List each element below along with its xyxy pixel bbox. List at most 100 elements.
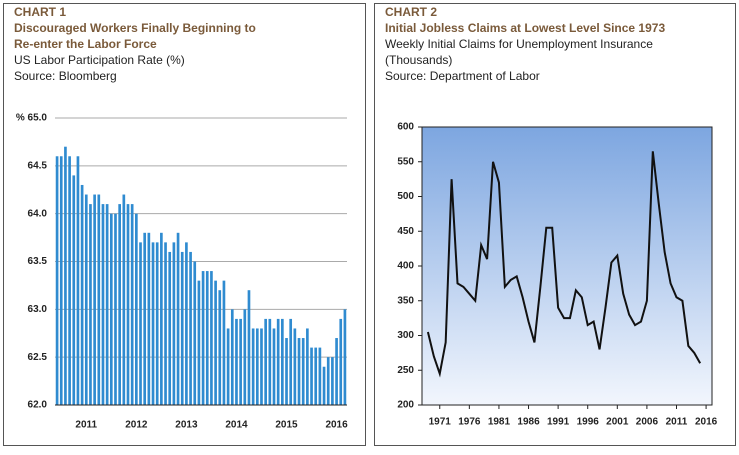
y-tick-label: 64.0 <box>28 208 48 219</box>
y-tick-label: 500 <box>397 191 414 202</box>
bar <box>226 328 230 405</box>
bar <box>55 156 59 405</box>
bar <box>268 318 272 405</box>
y-tick-label: 600 <box>397 122 414 133</box>
bar <box>135 213 138 405</box>
bar <box>197 280 201 405</box>
chart-subtitle: US Labor Participation Rate (%) <box>14 53 185 67</box>
chart-title: Re-enter the Labor Force <box>14 37 157 51</box>
bar <box>306 328 309 405</box>
plot-area <box>421 126 713 406</box>
bar <box>326 357 330 405</box>
bar <box>72 175 76 405</box>
chart-title: Initial Jobless Claims at Lowest Level S… <box>385 21 665 35</box>
bar <box>80 184 84 405</box>
bar <box>289 318 293 405</box>
bar <box>297 338 301 405</box>
chart-subtitle: (Thousands) <box>385 53 452 67</box>
bar <box>105 204 109 405</box>
bar <box>239 318 242 405</box>
bar <box>301 338 305 405</box>
bar <box>331 357 334 405</box>
bar <box>281 318 284 405</box>
y-tick-label: 200 <box>397 400 414 411</box>
x-tick-label: 2011 <box>75 420 97 431</box>
bar <box>147 232 151 405</box>
y-tick-label: 350 <box>397 295 414 306</box>
x-tick-label: 2013 <box>175 420 198 431</box>
y-tick-label: 63.5 <box>28 256 48 267</box>
y-tick-label: 64.5 <box>28 160 48 171</box>
x-tick-label: 1971 <box>429 417 452 428</box>
x-tick-label: 2006 <box>636 417 659 428</box>
bar <box>189 251 192 405</box>
bar <box>164 242 167 405</box>
bar <box>176 232 180 405</box>
bar <box>185 242 188 405</box>
x-tick-label: 2016 <box>695 417 718 428</box>
x-tick-label: 1996 <box>577 417 600 428</box>
chart-subtitle: Weekly Initial Claims for Unemployment I… <box>385 37 653 51</box>
bar <box>160 232 163 405</box>
bar <box>230 309 234 405</box>
bar <box>264 318 267 405</box>
x-tick-label: 2015 <box>275 420 298 431</box>
y-tick-label: % 65.0 <box>16 113 48 124</box>
bar <box>89 204 92 405</box>
bar <box>93 194 96 405</box>
panel <box>374 3 736 446</box>
chart-subtitle: Source: Department of Labor <box>385 69 540 83</box>
bar <box>64 146 67 405</box>
bar <box>335 338 338 405</box>
bar <box>247 290 251 405</box>
bar <box>243 309 247 405</box>
panel <box>3 3 366 446</box>
bar <box>130 204 134 405</box>
chart-label: CHART 1 <box>14 5 66 19</box>
x-tick-label: 2014 <box>225 420 248 431</box>
bar <box>293 328 297 405</box>
bar <box>218 290 222 405</box>
bar <box>343 309 347 405</box>
bar <box>126 204 130 405</box>
bar <box>122 194 126 405</box>
bar <box>339 318 343 405</box>
bar <box>180 251 184 405</box>
bar <box>235 318 238 405</box>
chart-subtitle: Source: Bloomberg <box>14 69 117 83</box>
bar <box>310 347 313 405</box>
bar <box>118 204 121 405</box>
chart-label: CHART 2 <box>385 5 437 19</box>
bar <box>214 280 217 405</box>
y-tick-label: 63.0 <box>28 304 48 315</box>
bar <box>318 347 322 405</box>
bar <box>84 194 88 405</box>
x-tick-label: 2016 <box>325 420 348 431</box>
bar <box>285 338 288 405</box>
y-tick-label: 62.5 <box>28 352 48 363</box>
bar <box>255 328 259 405</box>
bar <box>260 328 263 405</box>
bar <box>193 261 197 405</box>
bar <box>222 280 226 405</box>
x-tick-label: 2011 <box>666 417 688 428</box>
line <box>426 151 702 378</box>
bar <box>201 271 205 405</box>
y-tick-label: 450 <box>397 226 414 237</box>
x-tick-label: 1991 <box>547 417 570 428</box>
bar <box>143 232 147 405</box>
bar <box>97 194 101 405</box>
y-tick-label: 250 <box>397 365 414 376</box>
x-tick-label: 1986 <box>517 417 540 428</box>
bar <box>276 318 280 405</box>
bar <box>68 156 71 405</box>
x-tick-label: 2001 <box>606 417 629 428</box>
bar <box>272 328 276 405</box>
bar <box>172 242 176 405</box>
bar <box>251 328 255 405</box>
bar <box>155 242 159 405</box>
bar <box>168 251 172 405</box>
bar <box>139 242 142 405</box>
chart-title: Discouraged Workers Finally Beginning to <box>14 21 256 35</box>
bar <box>114 213 117 405</box>
